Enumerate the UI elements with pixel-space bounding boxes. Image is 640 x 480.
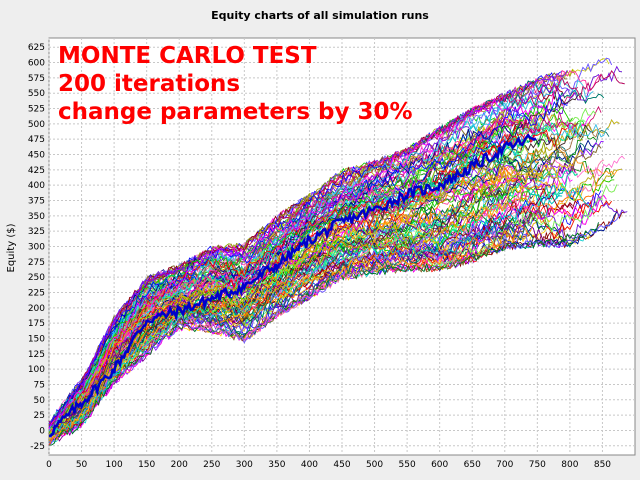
y-tick-label: 350 bbox=[28, 212, 45, 222]
y-tick-label: 150 bbox=[28, 334, 45, 344]
y-tick-label: 575 bbox=[28, 74, 45, 84]
y-tick-label: 25 bbox=[34, 411, 45, 421]
simulation-run-line bbox=[48, 149, 584, 440]
simulation-runs bbox=[48, 57, 628, 446]
simulation-run-line bbox=[48, 184, 618, 441]
x-tick-label: 0 bbox=[46, 460, 52, 470]
y-tick-label: 100 bbox=[28, 365, 45, 375]
x-tick-label: 350 bbox=[268, 460, 285, 470]
overlay-line-1: MONTE CARLO TEST bbox=[58, 43, 317, 69]
y-tick-label: 525 bbox=[28, 105, 45, 115]
x-tick-label: 100 bbox=[106, 460, 123, 470]
x-tick-label: 600 bbox=[431, 460, 448, 470]
overlay-line-3: change parameters by 30% bbox=[58, 99, 413, 125]
x-tick-label: 150 bbox=[138, 460, 155, 470]
y-tick-label: 475 bbox=[28, 135, 45, 145]
x-tick-label: 200 bbox=[171, 460, 188, 470]
x-tick-label: 700 bbox=[496, 460, 513, 470]
simulation-run-line bbox=[48, 81, 566, 426]
simulation-run-line bbox=[48, 165, 563, 435]
y-tick-label: 225 bbox=[28, 288, 45, 298]
overlay-line-2: 200 iterations bbox=[58, 71, 241, 97]
simulation-run-line bbox=[48, 210, 623, 442]
y-tick-label: 275 bbox=[28, 258, 45, 268]
simulation-run-line bbox=[48, 185, 594, 437]
simulation-run-line bbox=[48, 159, 604, 440]
simulation-run-line bbox=[48, 70, 625, 426]
chart-title: Equity charts of all simulation runs bbox=[211, 9, 429, 22]
monte-carlo-overlay: MONTE CARLO TEST 200 iterations change p… bbox=[58, 42, 413, 126]
simulation-run-line bbox=[48, 121, 511, 429]
y-tick-label: 500 bbox=[28, 120, 45, 130]
x-tick-label: 250 bbox=[203, 460, 220, 470]
simulation-run-line bbox=[48, 79, 571, 427]
simulation-run-line bbox=[48, 224, 529, 442]
y-tick-label: 375 bbox=[28, 197, 45, 207]
y-tick-label: 400 bbox=[28, 181, 45, 191]
x-tick-label: 300 bbox=[236, 460, 253, 470]
y-tick-label: 300 bbox=[28, 243, 45, 253]
y-tick-label: 450 bbox=[28, 151, 45, 161]
simulation-run-line bbox=[48, 191, 518, 441]
simulation-run-line bbox=[48, 177, 599, 446]
x-tick-label: 650 bbox=[464, 460, 481, 470]
y-axis-ticks: -25 0 25 50 75 100 125 150 175 200 225 250 275 300 325… bbox=[28, 43, 45, 452]
simulation-run-line bbox=[48, 119, 537, 431]
y-tick-label: 50 bbox=[34, 396, 46, 406]
x-tick-label: 550 bbox=[399, 460, 416, 470]
y-tick-label: 175 bbox=[28, 319, 45, 329]
y-tick-label: 0 bbox=[39, 426, 45, 436]
simulation-run-line bbox=[48, 127, 568, 426]
x-tick-label: 50 bbox=[76, 460, 88, 470]
simulation-run-line bbox=[48, 223, 534, 436]
x-tick-label: 450 bbox=[333, 460, 350, 470]
y-axis-label: Equity ($) bbox=[6, 223, 17, 272]
simulation-run-line bbox=[48, 95, 579, 435]
mean-run-line bbox=[48, 133, 537, 438]
y-tick-label: 425 bbox=[28, 166, 45, 176]
x-tick-label: 400 bbox=[301, 460, 318, 470]
y-tick-label: 550 bbox=[28, 89, 45, 99]
x-tick-label: 800 bbox=[561, 460, 578, 470]
y-tick-label: 75 bbox=[34, 380, 45, 390]
mean-equity-line bbox=[48, 133, 537, 438]
y-tick-label: 325 bbox=[28, 227, 45, 237]
simulation-run-line bbox=[48, 94, 568, 428]
y-tick-label: 250 bbox=[28, 273, 45, 283]
x-tick-label: 500 bbox=[366, 460, 383, 470]
simulation-run-line bbox=[48, 122, 584, 424]
x-tick-label: 850 bbox=[594, 460, 611, 470]
y-tick-label: 125 bbox=[28, 350, 45, 360]
y-tick-label: -25 bbox=[30, 442, 45, 452]
y-tick-label: 200 bbox=[28, 304, 45, 314]
simulation-run-line bbox=[48, 168, 623, 436]
x-axis-ticks: 0 50 100 150 200 250 300 350 400 450 500 550 600 650 7… bbox=[46, 460, 611, 470]
y-tick-label: 625 bbox=[28, 43, 45, 53]
x-tick-label: 750 bbox=[529, 460, 546, 470]
y-tick-label: 600 bbox=[28, 59, 45, 69]
simulation-run-line bbox=[48, 89, 555, 430]
